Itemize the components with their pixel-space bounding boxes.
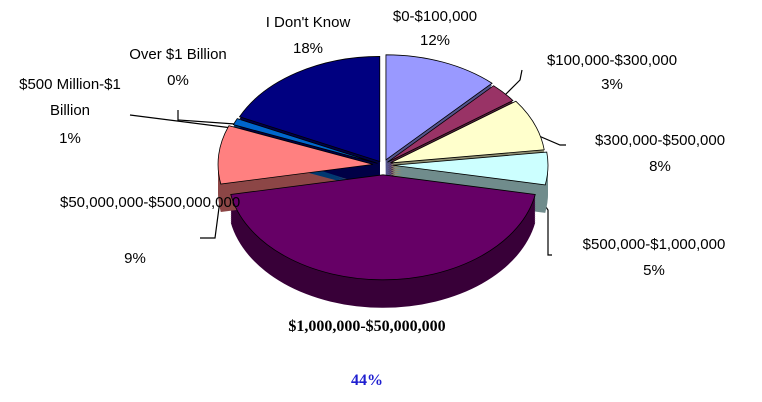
slice-tops — [217, 54, 549, 281]
slice — [238, 56, 381, 163]
slice-value-label: 44% — [351, 372, 383, 389]
slice-value-label: 18% — [292, 40, 324, 57]
slice-label: $500,000-$1,000,000 — [582, 236, 726, 253]
leader-line — [129, 114, 233, 129]
slice-value-label: 12% — [419, 32, 451, 49]
slice-label: $500 Million-$1 Billion — [19, 76, 121, 119]
slice-value-label: 8% — [649, 158, 671, 175]
slice-value-label: 9% — [124, 250, 146, 267]
slice-value-label: 0% — [167, 72, 189, 89]
leader-line — [177, 110, 236, 125]
slice — [392, 151, 549, 186]
slice-value-label: 3% — [601, 76, 623, 93]
slice-label: $300,000-$500,000 — [594, 132, 726, 149]
slice-label: $0-$100,000 — [392, 8, 478, 25]
slice-label: $50,000,000-$500,000,000 — [60, 194, 241, 211]
slice — [232, 118, 378, 164]
leader-line — [504, 69, 523, 96]
slice — [387, 85, 514, 163]
slice-value-label: 5% — [643, 262, 665, 279]
slice-label: Over $1 Billion — [129, 46, 227, 63]
slice — [385, 54, 493, 161]
slice-label: I Don't Know — [265, 14, 351, 31]
slice-label: $1,000,000-$50,000,000 — [288, 318, 446, 335]
slice — [390, 100, 545, 164]
slice — [230, 174, 536, 281]
slice — [217, 125, 374, 185]
slice-value-label: 1% — [59, 130, 81, 147]
slice-label: $100,000-$300,000 — [546, 52, 678, 69]
